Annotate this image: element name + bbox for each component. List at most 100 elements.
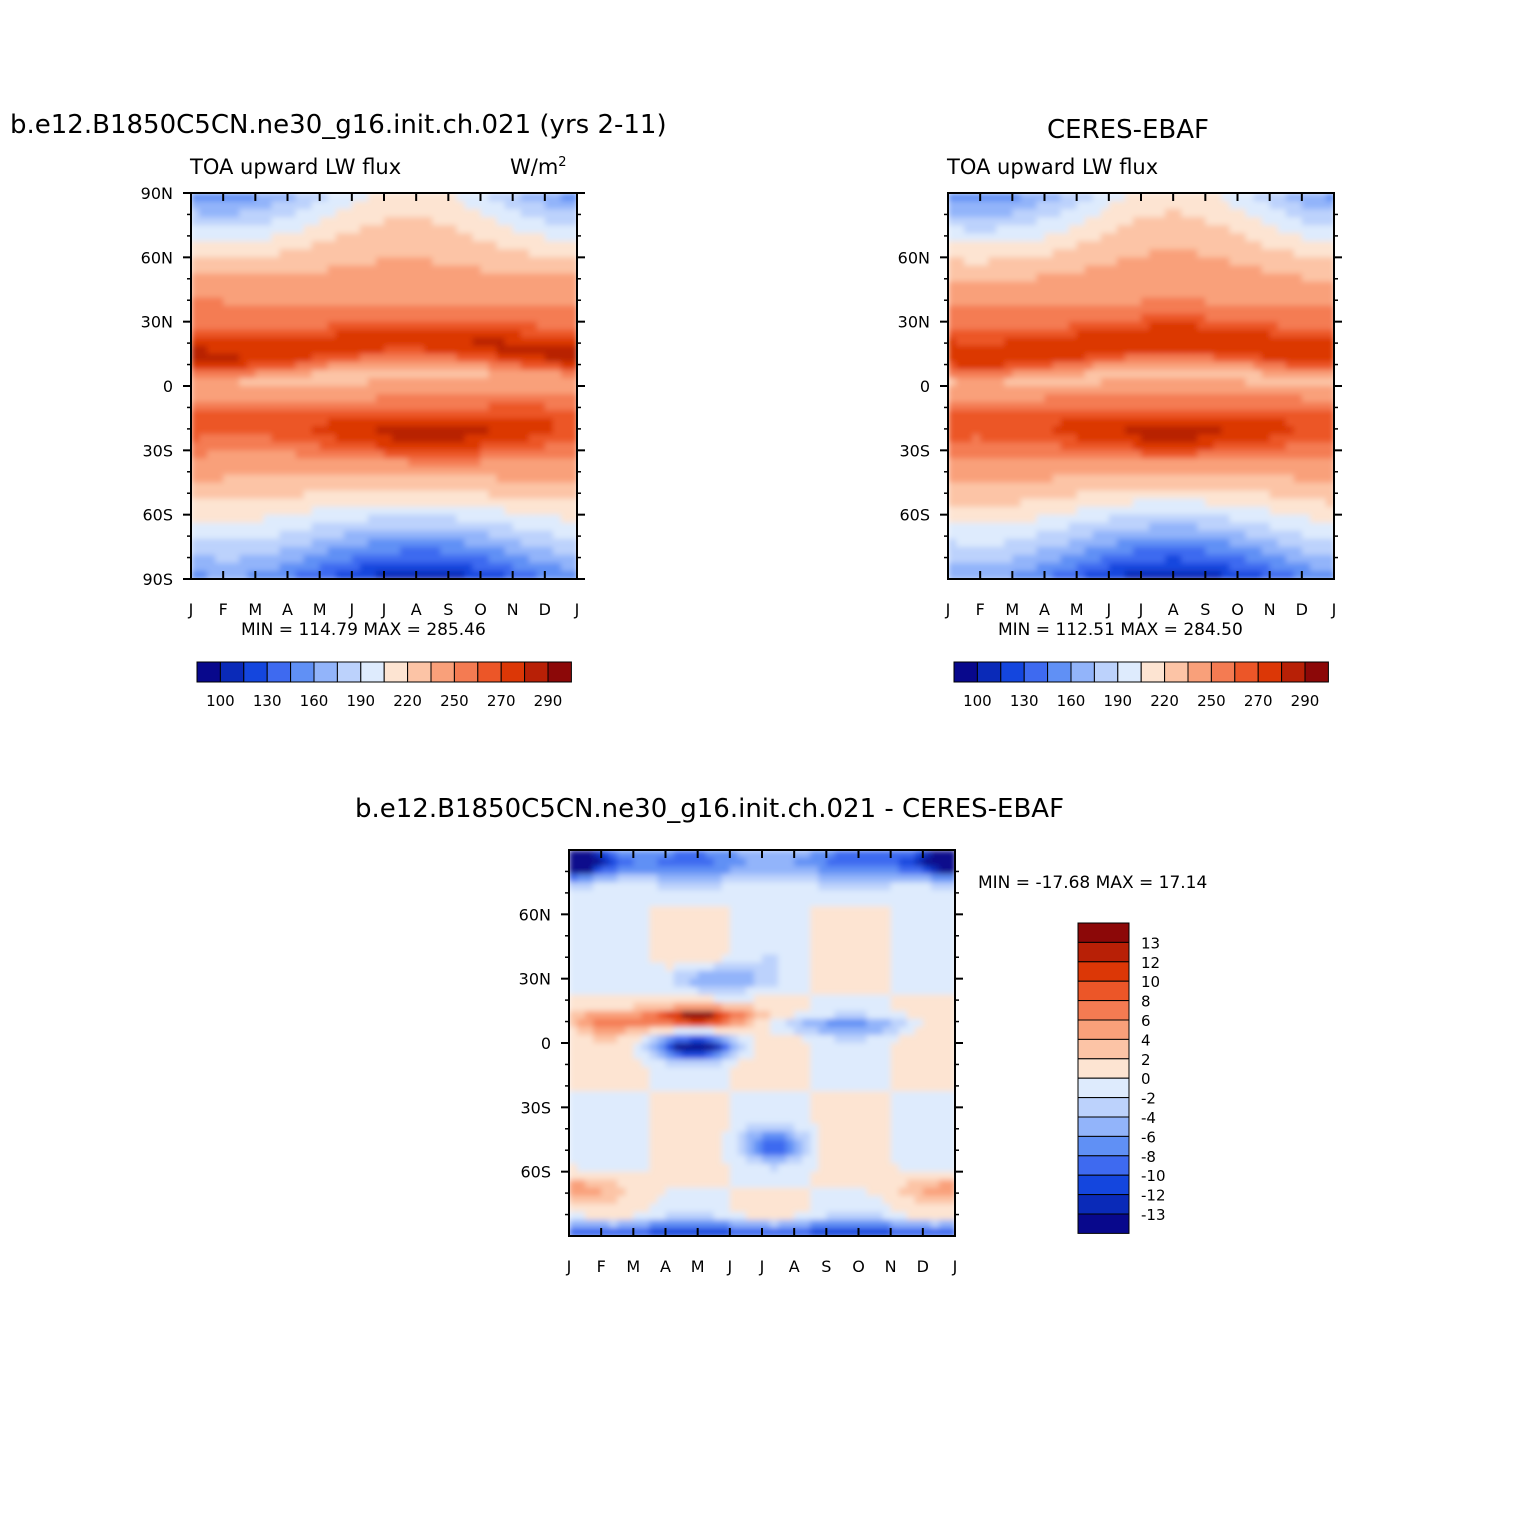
heat-cell <box>1124 458 1134 468</box>
heat-cell <box>1084 426 1094 436</box>
heat-cell <box>448 241 458 251</box>
heat-cell <box>1221 410 1231 420</box>
heat-cell <box>1036 321 1046 331</box>
heat-cell <box>1060 458 1070 468</box>
heat-cell <box>544 426 554 436</box>
heat-cell <box>988 514 998 524</box>
heat-cell <box>440 289 450 299</box>
heat-cell <box>375 514 385 524</box>
heat-cell <box>1012 426 1022 436</box>
heat-cell <box>1309 450 1319 460</box>
heat-cell <box>1157 506 1167 516</box>
heat-cell <box>1068 265 1078 275</box>
heat-cell <box>408 209 418 219</box>
heat-cell <box>1221 353 1231 363</box>
heat-cell <box>247 450 257 460</box>
heat-cell <box>544 233 554 243</box>
heat-cell <box>303 442 313 452</box>
heat-cell <box>536 297 546 307</box>
heat-cell <box>1301 546 1311 556</box>
heat-cell <box>1245 353 1255 363</box>
heat-cell <box>770 874 779 884</box>
heat-cell <box>327 361 337 371</box>
heat-cell <box>287 418 297 428</box>
heat-cell <box>231 225 241 235</box>
heat-cell <box>1052 490 1062 500</box>
heat-cell <box>448 546 458 556</box>
heat-cell <box>552 530 562 540</box>
heat-cell <box>1132 554 1142 564</box>
heat-cell <box>271 458 281 468</box>
heat-cell <box>384 361 393 371</box>
heat-cell <box>416 297 426 307</box>
heat-cell <box>456 394 466 403</box>
heat-cell <box>1141 434 1150 444</box>
heat-cell <box>980 474 990 484</box>
heat-cell <box>488 353 498 363</box>
heat-cell <box>528 498 538 508</box>
heat-cell <box>988 434 998 444</box>
heat-cell <box>1277 313 1287 323</box>
heat-cell <box>255 466 265 476</box>
heat-cell <box>1237 442 1247 452</box>
heat-cell <box>504 233 514 243</box>
heat-cell <box>480 201 490 210</box>
heat-cell <box>279 321 289 331</box>
heat-cell <box>569 898 578 908</box>
heat-cell <box>1052 394 1062 403</box>
heat-cell <box>1213 418 1223 428</box>
heat-cell <box>1149 257 1158 267</box>
heat-cell <box>512 217 522 227</box>
heat-cell <box>1165 402 1175 412</box>
heat-cell <box>980 562 990 572</box>
heat-cell <box>1092 345 1102 355</box>
heat-cell <box>818 866 828 876</box>
heat-cell <box>1076 289 1086 299</box>
heat-cell <box>343 394 353 403</box>
heat-cell <box>1309 305 1319 315</box>
heat-cell <box>1213 345 1223 355</box>
heat-cell <box>1012 233 1022 243</box>
heat-cell <box>456 289 466 299</box>
heat-cell <box>633 882 643 892</box>
heat-cell <box>1044 410 1054 420</box>
heat-cell <box>617 874 627 884</box>
heat-cell <box>568 273 577 283</box>
heat-cell <box>1285 369 1295 379</box>
heat-cell <box>964 466 974 476</box>
heat-cell <box>239 329 249 339</box>
heat-cell <box>1116 538 1126 548</box>
heat-cell <box>1165 458 1175 468</box>
heat-cell <box>512 345 522 355</box>
heat-cell <box>520 233 530 243</box>
heat-cell <box>560 402 570 412</box>
heat-cell <box>464 562 474 572</box>
heat-cell <box>287 442 297 452</box>
heat-cell <box>1165 474 1175 484</box>
heat-cell <box>295 321 305 331</box>
heat-cell <box>1197 482 1207 492</box>
heat-cell <box>1221 265 1231 275</box>
heat-cell <box>1036 233 1046 243</box>
heat-cell <box>617 858 627 867</box>
heat-cell <box>1108 522 1118 532</box>
heat-cell <box>1044 562 1054 572</box>
heat-cell <box>311 305 321 315</box>
heat-cell <box>1245 369 1255 379</box>
heat-cell <box>1165 538 1175 548</box>
heat-cell <box>488 233 498 243</box>
heat-cell <box>681 906 691 916</box>
heat-cell <box>544 562 554 572</box>
heat-cell <box>898 882 908 892</box>
heat-cell <box>1076 410 1086 420</box>
heat-cell <box>239 313 249 323</box>
heat-cell <box>255 442 265 452</box>
heat-cell <box>351 369 361 379</box>
heat-cell <box>1036 281 1046 291</box>
heat-cell <box>1052 289 1062 299</box>
heat-cell <box>279 209 289 219</box>
heat-cell <box>303 201 313 210</box>
heat-cell <box>191 402 200 412</box>
heat-cell <box>866 850 876 859</box>
heat-cell <box>1229 386 1239 395</box>
